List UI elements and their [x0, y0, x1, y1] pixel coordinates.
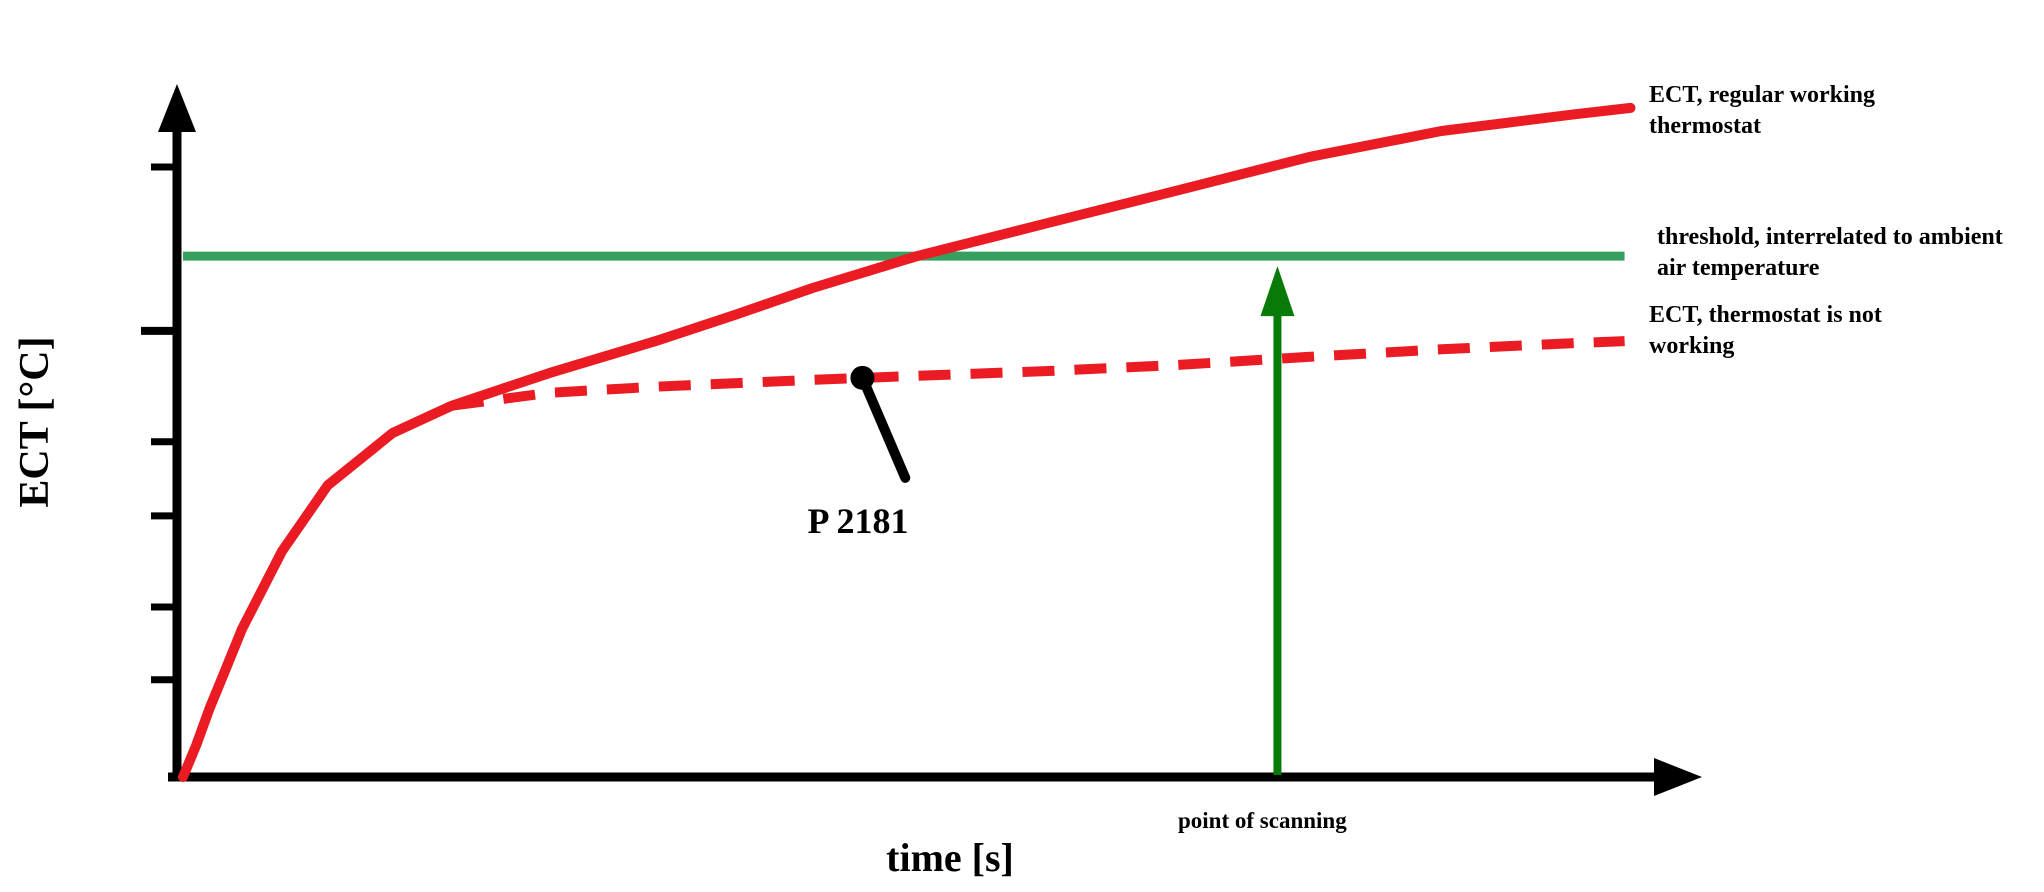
scan-arrow [1260, 266, 1295, 775]
axes [141, 84, 1702, 796]
y-axis-label: ECT [°C] [12, 336, 58, 508]
fault-code-label: P 2181 [807, 501, 909, 541]
scan-marker-label: point of scanning [1178, 808, 1347, 833]
curve-faulty-thermostat [451, 336, 1625, 411]
fault-code-leader-line [857, 372, 911, 483]
legend-regular-thermostat: ECT, regular working thermostat [1649, 82, 1876, 139]
y-axis-arrowhead [158, 84, 196, 132]
x-axis-arrowhead [1654, 758, 1702, 796]
fault-code-pointer [850, 365, 911, 483]
y-axis-ticks [141, 163, 180, 684]
legend-faulty-thermostat: ECT, thermostat is not working [1649, 302, 1882, 359]
x-axis-label: time [s] [886, 835, 1014, 880]
legend-threshold: threshold, interrelated to ambient air t… [1657, 224, 2003, 281]
scan-arrow-head [1260, 266, 1295, 317]
curve-regular-thermostat [178, 102, 1636, 782]
